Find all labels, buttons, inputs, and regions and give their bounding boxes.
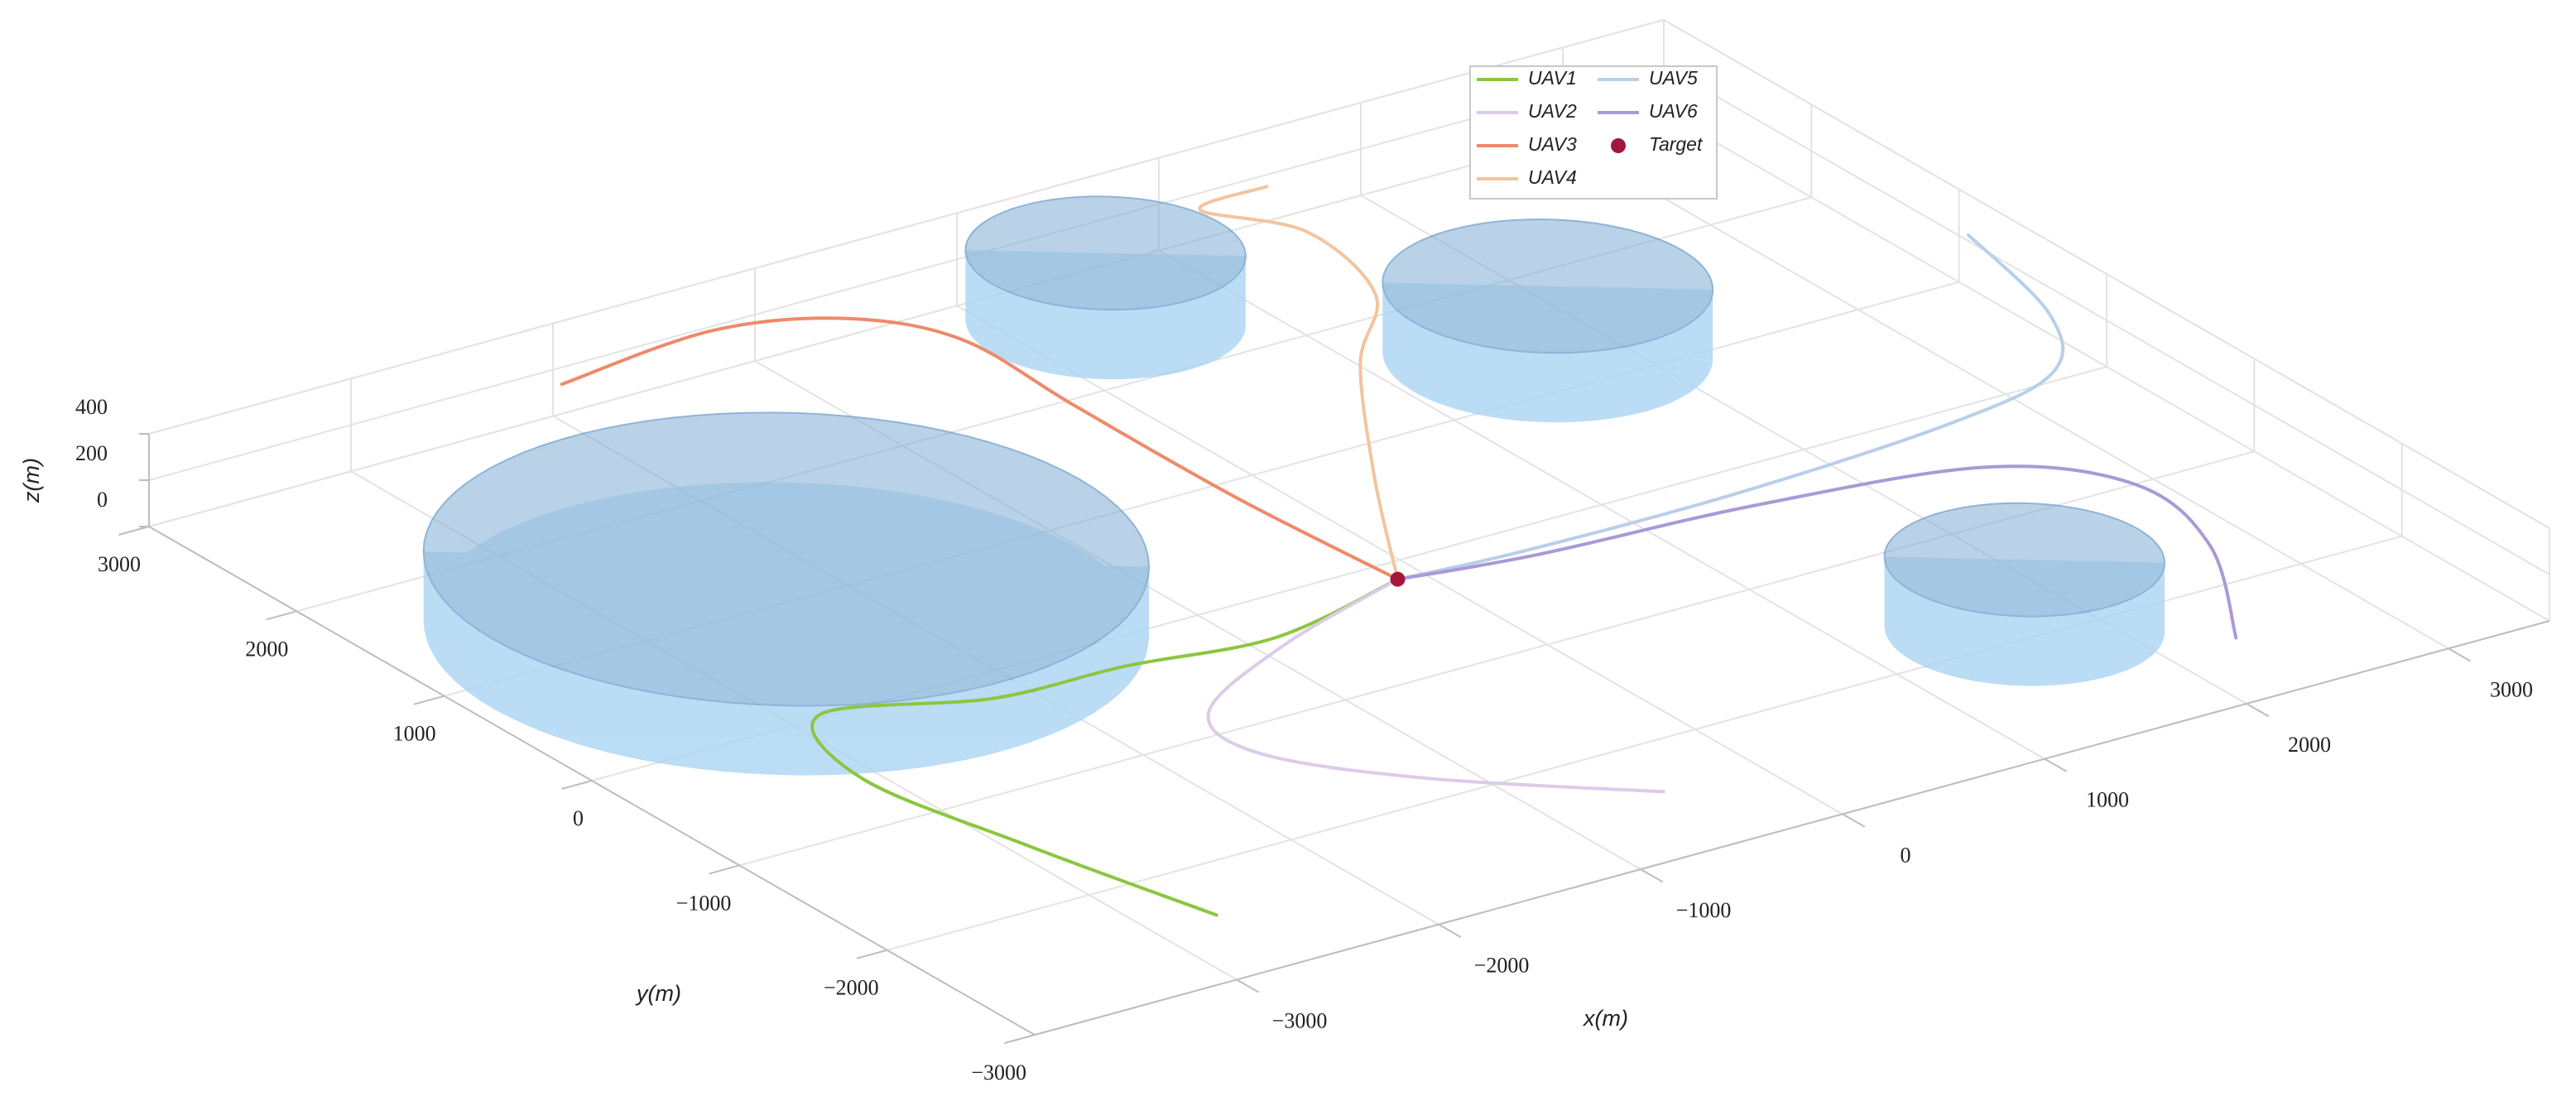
target-point xyxy=(1390,571,1406,587)
x-tick xyxy=(1236,979,1260,993)
z-tick-label: 400 xyxy=(75,395,108,419)
legend-label: UAV3 xyxy=(1528,133,1577,155)
x-tick-label: 0 xyxy=(1901,843,1911,867)
y-tick xyxy=(561,780,593,790)
x-axis-label: x(m) xyxy=(1582,1006,1628,1031)
y-tick-label: 0 xyxy=(573,806,584,830)
trajectory xyxy=(1396,233,2065,581)
obstacle-top xyxy=(964,195,1247,311)
y-tick xyxy=(413,695,445,705)
y-tick xyxy=(709,864,740,875)
grid-line xyxy=(148,112,1665,527)
grid-line xyxy=(1663,65,2550,575)
x-tick-label: 3000 xyxy=(2490,677,2533,701)
legend-swatch xyxy=(1611,138,1626,153)
y-axis-label: y(m) xyxy=(635,981,681,1006)
y-tick-label: 3000 xyxy=(98,552,141,576)
obstacle xyxy=(964,195,1247,380)
y-tick-label: −3000 xyxy=(971,1060,1026,1085)
trajectory xyxy=(1396,464,2238,640)
trajectory xyxy=(560,316,1400,581)
x-tick xyxy=(2246,703,2270,718)
x-tick xyxy=(2044,758,2068,772)
legend-label: UAV2 xyxy=(1528,100,1577,122)
legend-label: UAV6 xyxy=(1649,100,1698,122)
trajectory xyxy=(1198,185,1400,581)
y-tick-label: −1000 xyxy=(676,891,732,915)
z-axis-label: z(m) xyxy=(19,458,44,503)
y-tick-label: 1000 xyxy=(393,722,436,746)
axis-line xyxy=(148,19,1665,435)
obstacle xyxy=(1883,502,2166,686)
y-tick xyxy=(118,526,150,536)
trajectory xyxy=(810,577,1400,917)
axis-line xyxy=(1034,620,2550,1036)
y-tick-label: 2000 xyxy=(245,637,288,661)
x-tick-label: 1000 xyxy=(2086,788,2129,812)
y-tick xyxy=(856,949,887,960)
z-tick-label: 200 xyxy=(75,441,108,465)
x-tick xyxy=(1438,923,1462,938)
y-tick-label: −2000 xyxy=(824,976,879,1000)
obstacle-top xyxy=(422,411,1151,707)
x-tick xyxy=(2448,647,2472,662)
x-tick-label: −1000 xyxy=(1676,898,1732,922)
x-tick-label: 2000 xyxy=(2288,733,2331,757)
grid-line xyxy=(1663,112,2550,622)
obstacle xyxy=(422,411,1151,776)
axis-line xyxy=(1663,19,2550,529)
obstacle-top xyxy=(1382,218,1714,354)
x-tick-label: −3000 xyxy=(1272,1008,1328,1032)
y-tick xyxy=(1004,1034,1036,1044)
legend-label: UAV1 xyxy=(1528,67,1577,89)
obstacle-top xyxy=(1883,502,2166,618)
y-tick xyxy=(266,610,297,621)
legend-label: UAV5 xyxy=(1649,67,1698,89)
x-tick xyxy=(1842,813,1866,828)
trajectory xyxy=(1206,577,1665,794)
x-tick xyxy=(1640,868,1664,883)
legend-label: Target xyxy=(1649,133,1704,155)
legend-box xyxy=(1469,65,1718,200)
grid-line xyxy=(148,65,1665,481)
obstacle xyxy=(1382,218,1714,423)
legend-label: UAV4 xyxy=(1528,166,1577,188)
x-tick-label: −2000 xyxy=(1474,954,1530,978)
z-tick-label: 0 xyxy=(97,488,108,512)
